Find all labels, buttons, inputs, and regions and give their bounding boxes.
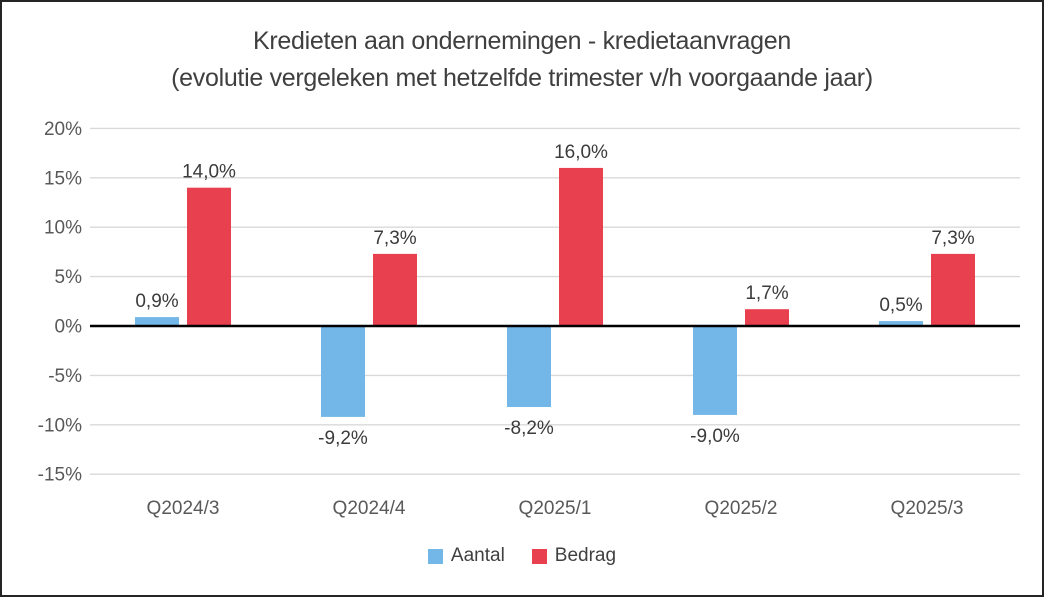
legend-item-aantal: Aantal bbox=[427, 545, 505, 567]
legend-swatch-bedrag bbox=[531, 548, 547, 564]
bar-aantal-Q2024/4 bbox=[321, 326, 365, 417]
legend-label-bedrag: Bedrag bbox=[554, 545, 617, 566]
chart-title-block: Kredieten aan ondernemingen - kredietaan… bbox=[2, 23, 1042, 97]
bar-bedrag-Q2025/3 bbox=[931, 253, 975, 326]
data-label-bedrag-Q2024/3: 14,0% bbox=[182, 162, 236, 183]
legend-item-bedrag: Bedrag bbox=[531, 545, 617, 567]
bar-bedrag-Q2025/1 bbox=[559, 167, 603, 326]
bar-bedrag-Q2025/2 bbox=[745, 309, 789, 326]
data-label-bedrag-Q2025/2: 1,7% bbox=[745, 283, 788, 304]
data-label-aantal-Q2024/3: 0,9% bbox=[135, 291, 178, 312]
y-tick-label: 10% bbox=[44, 218, 82, 239]
y-tick-label: -5% bbox=[48, 366, 82, 387]
bar-aantal-Q2025/1 bbox=[507, 326, 551, 408]
data-label-aantal-Q2024/4: -9,2% bbox=[318, 428, 368, 449]
data-label-bedrag-Q2025/1: 16,0% bbox=[554, 142, 608, 163]
bar-aantal-Q2024/3 bbox=[135, 317, 179, 326]
x-category-label: Q2025/3 bbox=[891, 498, 964, 519]
data-label-aantal-Q2025/3: 0,5% bbox=[879, 295, 922, 316]
bar-bedrag-Q2024/4 bbox=[373, 253, 417, 326]
data-label-bedrag-Q2024/4: 7,3% bbox=[373, 228, 416, 249]
x-category-label: Q2025/1 bbox=[519, 498, 592, 519]
y-tick-label: 5% bbox=[55, 267, 83, 288]
legend-swatch-aantal bbox=[427, 548, 443, 564]
x-category-label: Q2024/3 bbox=[147, 498, 220, 519]
y-tick-label: 15% bbox=[44, 168, 82, 189]
chart-legend: Aantal Bedrag bbox=[2, 545, 1042, 567]
data-label-aantal-Q2025/1: -8,2% bbox=[504, 418, 554, 439]
x-category-label: Q2025/2 bbox=[705, 498, 778, 519]
bar-aantal-Q2025/3 bbox=[879, 321, 923, 326]
y-tick-label: 0% bbox=[55, 317, 83, 338]
legend-label-aantal: Aantal bbox=[450, 545, 505, 566]
y-tick-label: -10% bbox=[38, 415, 82, 436]
y-tick-label: -15% bbox=[38, 465, 82, 486]
data-label-bedrag-Q2025/3: 7,3% bbox=[931, 228, 974, 249]
chart-subtitle: (evolutie vergeleken met hetzelfde trime… bbox=[171, 64, 873, 92]
chart-title: Kredieten aan ondernemingen - kredietaan… bbox=[253, 27, 791, 55]
data-label-aantal-Q2025/2: -9,0% bbox=[690, 426, 740, 447]
bar-aantal-Q2025/2 bbox=[693, 326, 737, 415]
x-category-label: Q2024/4 bbox=[333, 498, 406, 519]
bar-bedrag-Q2024/3 bbox=[187, 187, 231, 326]
y-tick-label: 20% bbox=[44, 119, 82, 140]
